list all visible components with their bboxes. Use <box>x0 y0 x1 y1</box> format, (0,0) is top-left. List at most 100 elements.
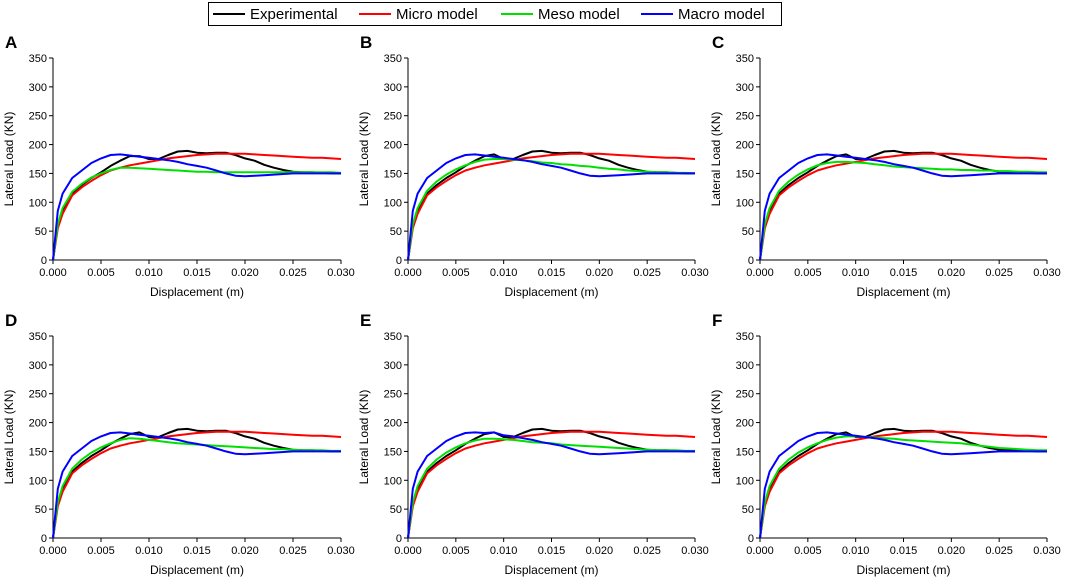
y-axis-label-c: Lateral Load (KN) <box>709 112 723 207</box>
series-line-meso-model-d <box>52 437 341 539</box>
y-tick-label-f: 300 <box>736 360 754 372</box>
series-line-macro-model-f <box>759 431 1047 539</box>
legend-label-meso-model: Meso model <box>538 5 620 23</box>
x-tick-label-f: 0.005 <box>794 545 822 557</box>
y-tick-label-a: 150 <box>29 168 47 180</box>
y-tick-label-a: 300 <box>29 82 47 94</box>
series-line-micro-model-c <box>759 152 1048 261</box>
y-tick-label-c: 100 <box>736 197 754 209</box>
x-tick-label-a: 0.010 <box>135 267 163 279</box>
x-tick-label-c: 0.005 <box>794 267 822 279</box>
y-tick-label-b: 50 <box>390 226 402 238</box>
legend-label-experimental: Experimental <box>250 5 338 23</box>
x-axis-label-e: Displacement (m) <box>504 563 598 577</box>
series-line-macro-model-b <box>407 153 695 261</box>
y-tick-label-a: 50 <box>35 226 47 238</box>
series-line-experimental-e <box>407 427 695 539</box>
y-tick-label-d: 300 <box>29 360 47 372</box>
x-axis-label-a: Displacement (m) <box>150 285 244 299</box>
y-tick-label-d: 200 <box>29 418 47 430</box>
x-tick-label-c: 0.010 <box>842 267 870 279</box>
x-tick-label-e: 0.000 <box>394 545 422 557</box>
series-line-experimental-a <box>52 149 341 261</box>
y-tick-label-a: 0 <box>41 255 47 267</box>
series-line-meso-model-b <box>407 158 696 261</box>
panel-label-d: D <box>5 311 17 330</box>
legend-item-experimental: Experimental <box>209 3 355 25</box>
y-tick-label-d: 0 <box>41 533 47 545</box>
legend-label-macro-model: Macro model <box>678 5 765 23</box>
chart-panel-a: A 0 50 100 150 200 250 300 350 0.000 0.005 0.010 0.0… <box>2 33 355 299</box>
y-tick-label-f: 150 <box>736 446 754 458</box>
y-axis-label-e: Lateral Load (KN) <box>357 390 371 485</box>
y-tick-label-c: 150 <box>736 168 754 180</box>
x-tick-label-e: 0.025 <box>633 545 661 557</box>
y-tick-label-d: 50 <box>35 504 47 516</box>
series-line-micro-model-e <box>407 430 696 539</box>
series-line-experimental-b <box>407 149 695 261</box>
y-axis-label-f: Lateral Load (KN) <box>709 390 723 485</box>
y-tick-label-e: 150 <box>384 446 402 458</box>
y-axis-label-d: Lateral Load (KN) <box>2 390 16 485</box>
legend-swatch-macro-model <box>641 13 673 15</box>
y-tick-label-f: 100 <box>736 475 754 487</box>
x-tick-label-d: 0.010 <box>135 545 163 557</box>
y-tick-label-b: 150 <box>384 168 402 180</box>
x-tick-label-e: 0.010 <box>490 545 518 557</box>
chart-panel-f: F 0 50 100 150 200 250 300 350 0.000 0.005 0.010 0.0… <box>709 311 1061 577</box>
series-line-meso-model-f <box>759 435 1047 539</box>
y-tick-label-a: 350 <box>29 53 47 65</box>
x-tick-label-f: 0.030 <box>1033 545 1061 557</box>
series-line-experimental-f <box>759 427 1047 539</box>
chart-panel-e: E 0 50 100 150 200 250 300 350 0.000 0.005 0.010 0.0… <box>357 311 709 577</box>
x-tick-label-d: 0.020 <box>231 545 259 557</box>
x-tick-label-c: 0.015 <box>890 267 918 279</box>
panel-label-c: C <box>712 33 724 52</box>
x-axis-label-f: Displacement (m) <box>856 563 950 577</box>
y-tick-label-f: 0 <box>748 533 754 545</box>
x-tick-label-b: 0.000 <box>394 267 422 279</box>
y-tick-label-c: 250 <box>736 111 754 123</box>
y-tick-label-c: 300 <box>736 82 754 94</box>
y-tick-label-e: 250 <box>384 389 402 401</box>
x-tick-label-a: 0.005 <box>87 267 115 279</box>
y-tick-label-c: 350 <box>736 53 754 65</box>
chart-panel-d: D 0 50 100 150 200 250 300 350 0.000 0.005 0.010 0.0… <box>2 311 355 577</box>
y-axis-label-a: Lateral Load (KN) <box>2 112 16 207</box>
legend-item-macro-model: Macro model <box>637 3 781 25</box>
x-tick-label-f: 0.000 <box>746 545 774 557</box>
y-tick-label-e: 200 <box>384 418 402 430</box>
x-tick-label-e: 0.005 <box>442 545 470 557</box>
series-line-meso-model-c <box>759 160 1047 261</box>
series-line-macro-model-e <box>407 431 695 539</box>
chart-panel-b: B 0 50 100 150 200 250 300 350 0.000 0.005 0.010 0.0… <box>357 33 709 299</box>
y-tick-label-f: 200 <box>736 418 754 430</box>
y-tick-label-b: 100 <box>384 197 402 209</box>
series-line-macro-model-c <box>759 153 1047 261</box>
x-tick-label-f: 0.010 <box>842 545 870 557</box>
x-tick-label-d: 0.015 <box>183 545 211 557</box>
panel-label-e: E <box>360 311 371 330</box>
y-tick-label-f: 50 <box>742 504 754 516</box>
y-tick-label-a: 200 <box>29 140 47 152</box>
legend-swatch-experimental <box>213 13 245 15</box>
y-tick-label-e: 50 <box>390 504 402 516</box>
series-line-micro-model-d <box>52 430 342 539</box>
y-tick-label-b: 250 <box>384 111 402 123</box>
y-tick-label-a: 100 <box>29 197 47 209</box>
y-tick-label-a: 250 <box>29 111 47 123</box>
x-axis-label-b: Displacement (m) <box>504 285 598 299</box>
x-tick-label-f: 0.025 <box>985 545 1013 557</box>
y-tick-label-e: 350 <box>384 331 402 343</box>
y-tick-label-b: 300 <box>384 82 402 94</box>
x-tick-label-a: 0.000 <box>39 267 67 279</box>
y-tick-label-f: 350 <box>736 331 754 343</box>
y-tick-label-c: 200 <box>736 140 754 152</box>
legend-item-micro-model: Micro model <box>355 3 497 25</box>
x-tick-label-b: 0.005 <box>442 267 470 279</box>
x-tick-label-a: 0.025 <box>279 267 307 279</box>
series-line-macro-model-d <box>52 431 341 539</box>
y-tick-label-b: 0 <box>396 255 402 267</box>
x-tick-label-b: 0.010 <box>490 267 518 279</box>
y-tick-label-e: 300 <box>384 360 402 372</box>
